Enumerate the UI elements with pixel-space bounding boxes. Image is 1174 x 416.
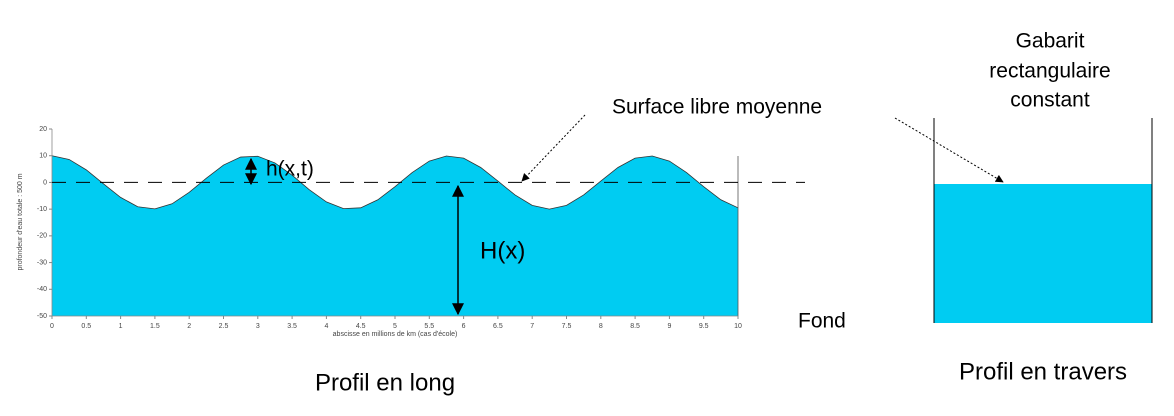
x-tick-label: 3 xyxy=(256,323,260,330)
y-tick-label: -50 xyxy=(37,313,47,320)
x-tick-label: 8 xyxy=(599,323,603,330)
x-tick-label: 2 xyxy=(187,323,191,330)
gabarit-line: constant xyxy=(1010,89,1090,112)
y-tick-label: 0 xyxy=(43,179,47,186)
h-label: h(x,t) xyxy=(266,158,314,181)
water-surface xyxy=(51,155,739,210)
y-tick-label: -30 xyxy=(37,259,47,266)
x-tick-label: 1.5 xyxy=(150,323,160,330)
x-tick-label: 9 xyxy=(667,323,671,330)
fond-label: Fond xyxy=(798,310,846,333)
y-tick-label: -40 xyxy=(37,286,47,293)
surface-label: Surface libre moyenne xyxy=(612,96,822,119)
surface-arrow xyxy=(521,114,586,182)
y-tick-label: -20 xyxy=(37,233,47,240)
cross-section-water xyxy=(934,184,1152,323)
x-tick-label: 9.5 xyxy=(699,323,709,330)
y-tick-label: 20 xyxy=(39,126,47,133)
x-tick-label: 5 xyxy=(393,323,397,330)
x-tick-label: 7 xyxy=(530,323,534,330)
x-tick-label: 1 xyxy=(119,323,123,330)
x-tick-label: 6 xyxy=(462,323,466,330)
x-tick-label: 10 xyxy=(734,323,742,330)
cross-section-walls xyxy=(933,118,1153,323)
travers-label: Profil en travers xyxy=(959,358,1127,385)
surface-arrow-2 xyxy=(894,117,1004,183)
long-label: Profil en long xyxy=(315,369,455,396)
x-tick-label: 7.5 xyxy=(562,323,572,330)
x-tick-label: 0 xyxy=(50,323,54,330)
x-tick-label: 4 xyxy=(324,323,328,330)
H-label: H(x) xyxy=(480,237,525,264)
x-tick-label: 2.5 xyxy=(219,323,229,330)
x-tick-label: 8.5 xyxy=(630,323,640,330)
x-tick-label: 3.5 xyxy=(287,323,297,330)
y-axis-label: profondeur d'eau totale : 500 m xyxy=(17,173,24,270)
x-tick-label: 5.5 xyxy=(424,323,434,330)
x-tick-label: 4.5 xyxy=(356,323,366,330)
y-tick-label: -10 xyxy=(37,206,47,213)
x-axis-label: abscisse en millions de km (cas d'école) xyxy=(333,331,458,338)
y-tick-label: 10 xyxy=(39,153,47,160)
gabarit-line: Gabarit xyxy=(1016,30,1085,53)
gabarit-line: rectangulaire xyxy=(989,60,1110,83)
x-tick-label: 6.5 xyxy=(493,323,503,330)
x-tick-label: 0.5 xyxy=(81,323,91,330)
water-area xyxy=(52,155,738,316)
plot: -50 -40 -30 -20 -10 0 10 20 0 0.5 1 1.5 2 2.5 3 3.5 4 4.5… xyxy=(37,126,805,330)
